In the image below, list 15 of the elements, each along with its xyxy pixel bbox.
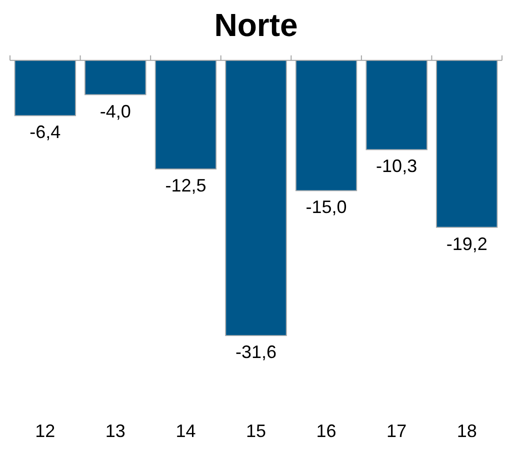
x-tick-label: 18 <box>456 421 477 442</box>
data-label: -10,3 <box>376 156 418 176</box>
x-tick-label: 16 <box>316 421 336 442</box>
x-tick-label: 17 <box>386 421 407 442</box>
data-label: -19,2 <box>446 234 488 254</box>
chart-title: Norte <box>214 7 298 44</box>
data-label: -15,0 <box>306 197 347 218</box>
x-tick-label: 14 <box>176 421 196 442</box>
data-label: -4,0 <box>100 101 131 122</box>
x-tick-label: 15 <box>246 421 266 442</box>
data-label: -31,6 <box>235 342 277 362</box>
x-tick-label: 13 <box>105 421 126 442</box>
data-label: -12,5 <box>165 175 206 196</box>
x-tick-label: 12 <box>35 421 56 442</box>
data-label: -6,4 <box>30 122 61 142</box>
